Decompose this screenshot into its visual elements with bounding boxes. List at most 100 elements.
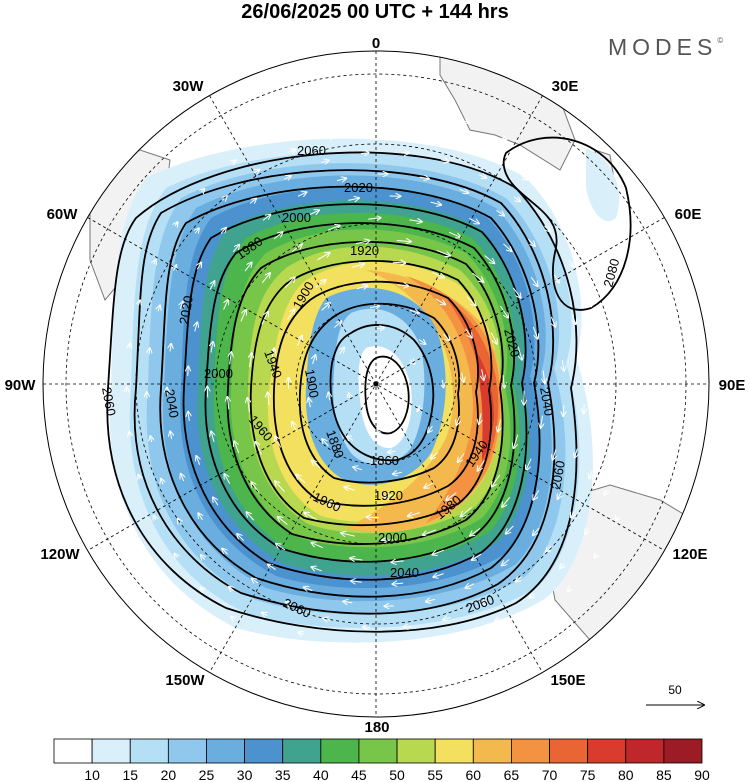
wind-vector xyxy=(409,310,419,313)
shade-80 xyxy=(474,348,494,460)
wind-vector xyxy=(436,250,450,256)
wind-vector xyxy=(449,231,460,237)
colorbar-label: 40 xyxy=(313,767,329,782)
wind-vector xyxy=(327,136,334,137)
wind-vector xyxy=(154,516,156,520)
wind-vector xyxy=(276,544,286,551)
wind-vector xyxy=(492,474,501,487)
wind-vector xyxy=(363,627,371,628)
wind-vector xyxy=(594,554,597,558)
wind-vector xyxy=(298,632,305,634)
wind-vector xyxy=(343,601,353,603)
wind-vector xyxy=(425,111,430,112)
contour-label: 2040 xyxy=(390,565,419,580)
wind-vector xyxy=(347,436,354,440)
wind-vector xyxy=(618,447,619,453)
wind-vector xyxy=(600,340,602,349)
wind-vector xyxy=(571,510,575,518)
contour-2000 xyxy=(182,203,528,581)
wind-vector xyxy=(479,413,481,424)
wind-vector xyxy=(568,189,571,192)
colorbar-swatch xyxy=(511,738,550,764)
wind-vector xyxy=(262,613,267,616)
wind-vector xyxy=(536,617,540,620)
colorbar-label: 80 xyxy=(618,767,634,782)
wind-vector xyxy=(344,487,355,490)
wind-vector xyxy=(195,322,198,332)
wind-vector xyxy=(441,160,448,162)
contour-label: 2060 xyxy=(297,143,326,158)
contour-label: 2020 xyxy=(501,327,523,359)
wind-vector xyxy=(353,467,363,470)
wind-vector xyxy=(303,657,307,658)
wind-vector xyxy=(313,355,316,365)
wind-reference: 50 xyxy=(646,683,704,705)
wind-vector xyxy=(223,300,229,310)
wind-vector xyxy=(196,456,199,465)
wind-vector xyxy=(583,358,584,368)
wind-vector xyxy=(252,579,259,584)
wind-vector xyxy=(262,215,270,221)
wind-vector xyxy=(459,189,469,192)
wind-vector xyxy=(544,225,549,232)
wind-vector xyxy=(221,228,226,234)
wind-vector xyxy=(588,298,591,306)
wind-vector xyxy=(174,265,177,270)
wind-vector xyxy=(461,507,472,517)
wind-vector xyxy=(328,503,340,508)
wind-vector xyxy=(356,286,367,289)
wind-vector xyxy=(222,549,228,555)
wind-vector xyxy=(249,199,256,204)
wind-vector xyxy=(229,587,234,591)
wind-vector xyxy=(268,393,269,405)
contour-label: 2040 xyxy=(162,388,182,419)
wind-vector xyxy=(435,298,445,305)
wind-vector xyxy=(575,448,578,458)
wind-vector xyxy=(327,225,340,231)
colorbar-swatch xyxy=(625,738,665,764)
wind-vector xyxy=(312,460,321,469)
wind-vector xyxy=(267,138,271,140)
contour-2060 xyxy=(106,151,578,633)
wind-vector xyxy=(334,321,341,328)
wind-vector xyxy=(352,264,364,268)
wind-vector xyxy=(502,138,506,140)
colorbar-label: 20 xyxy=(161,767,177,782)
wind-vector xyxy=(349,393,350,400)
wind-vector xyxy=(247,398,249,412)
wind-vector xyxy=(442,379,443,388)
wind-vector xyxy=(522,176,527,179)
lon-label-30w: 30W xyxy=(173,78,205,95)
wind-vector xyxy=(284,277,295,288)
wind-vector xyxy=(424,482,434,487)
wind-vector xyxy=(367,517,380,518)
wind-vector xyxy=(227,397,228,410)
wind-vector xyxy=(255,442,262,455)
wind-vector xyxy=(448,139,455,141)
colorbar-label: 50 xyxy=(389,767,405,782)
wind-vector xyxy=(304,587,313,590)
colorbar-swatch xyxy=(587,738,627,764)
wind-vector xyxy=(469,217,479,223)
wind-vector xyxy=(616,260,618,264)
contour-1980 xyxy=(204,222,516,563)
wind-vector xyxy=(558,490,562,499)
contour-label: 2080 xyxy=(600,257,622,289)
wind-vector xyxy=(234,441,240,454)
wind-vector xyxy=(188,367,189,376)
lon-label-90w: 90W xyxy=(5,377,37,394)
wind-vector xyxy=(396,240,411,241)
wind-vector xyxy=(388,451,396,452)
wind-vector xyxy=(351,581,362,582)
wind-vector xyxy=(431,452,438,459)
wind-vector xyxy=(304,513,317,521)
wind-vector xyxy=(432,549,445,555)
wind-vector xyxy=(341,533,355,536)
wind-vector xyxy=(397,285,408,286)
wind-vector xyxy=(403,626,412,627)
colorbar-swatch xyxy=(434,738,474,764)
wind-vector xyxy=(129,343,130,348)
wind-vector xyxy=(377,429,383,430)
wind-vector xyxy=(271,348,274,361)
wind-vector xyxy=(419,177,429,179)
